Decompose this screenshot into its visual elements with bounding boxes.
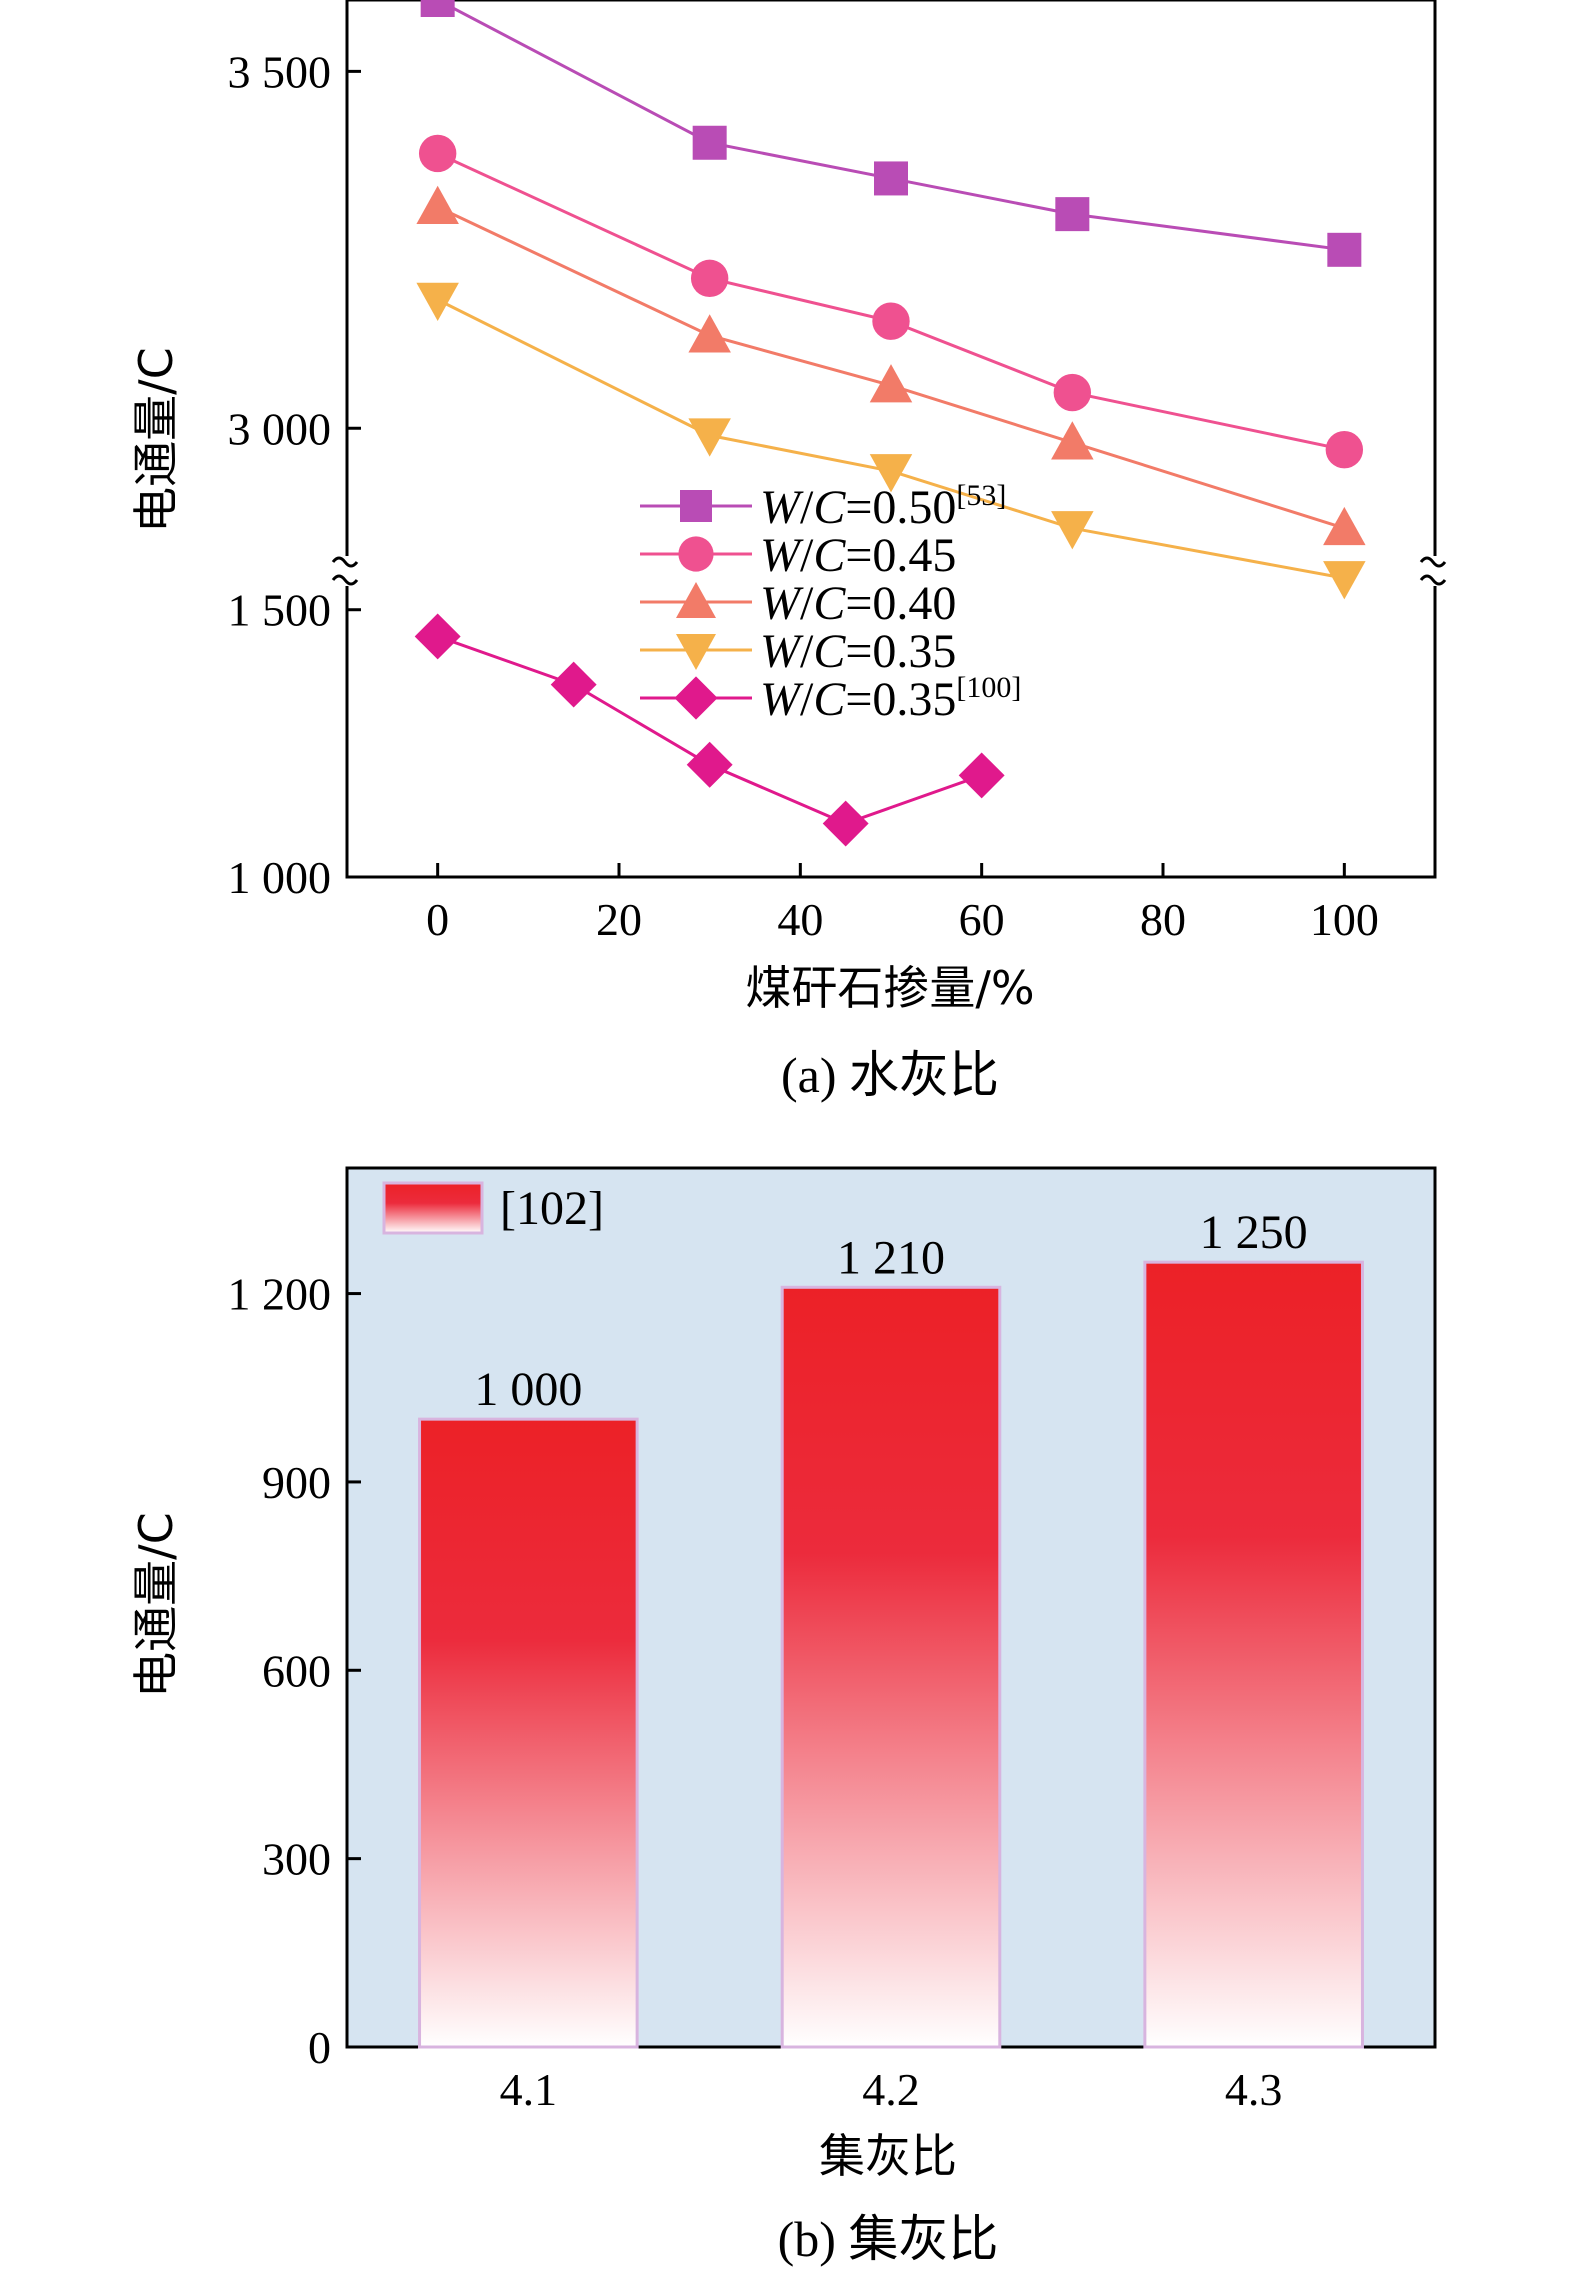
series-1 [418, 134, 1364, 469]
panel-a-ticks: 0 20 40 60 80 100 1 000 1 500 3 000 3 500 [228, 46, 1379, 945]
data-point [692, 125, 727, 160]
axis-break-right [1419, 556, 1447, 586]
data-point [874, 161, 908, 196]
x-tick-label: 4.1 [500, 2064, 558, 2115]
x-tick-label: 100 [1310, 894, 1379, 945]
panel-a: 0 20 40 60 80 100 1 000 1 500 3 000 3 500 W/C=0.5… [129, 0, 1447, 1103]
series-line [437, 152, 1345, 452]
data-point [416, 282, 459, 322]
bar [780, 1285, 1002, 2049]
panel-a-ylabel: 电通量/C [129, 347, 183, 533]
x-tick-label: 40 [777, 894, 823, 945]
panel-b-caption: (b) 集灰比 [778, 2211, 999, 2267]
data-point [872, 302, 910, 340]
legend-marker [678, 536, 714, 572]
panel-b-ticks: 0 300 600 900 1 200 4.1 4.2 4.3 [228, 1269, 1283, 2115]
series-2 [416, 185, 1366, 546]
data-point [686, 741, 733, 788]
y-tick-label: 3 500 [228, 46, 332, 97]
legend-marker [674, 676, 718, 720]
data-point [1323, 506, 1366, 546]
legend-entry: W/C=0.35[100] [640, 671, 1021, 726]
data-point [1323, 561, 1366, 600]
legend-label: W/C=0.35 [760, 625, 956, 678]
legend-entry: W/C=0.45 [640, 529, 956, 582]
panel-b: 0 300 600 900 1 200 4.1 4.2 4.3 1 000 1 210 1 250… [129, 1166, 1437, 2267]
y-tick-label: 1 000 [228, 852, 332, 903]
bar [1143, 1260, 1364, 2049]
axis-break-left [331, 556, 359, 586]
panel-b-legend: [102] [382, 1181, 604, 1235]
legend-entry: W/C=0.50[53] [640, 479, 1006, 534]
series-0 [420, 0, 1362, 267]
series-line [436, 0, 1345, 252]
data-point [550, 661, 597, 708]
data-point [1327, 232, 1362, 267]
panel-a-caption: (a) 水灰比 [781, 1047, 999, 1103]
x-tick-label: 20 [596, 894, 642, 945]
panel-b-legend-label: [102] [500, 1182, 604, 1235]
y-tick-label: 0 [308, 2022, 331, 2073]
legend-label: W/C=0.50[53] [760, 479, 1006, 534]
x-tick-label: 4.3 [1225, 2064, 1283, 2115]
legend-label: W/C=0.40 [760, 577, 956, 630]
y-tick-label: 300 [262, 1834, 331, 1885]
data-point [1051, 421, 1094, 460]
panel-a-frame [345, 0, 1437, 879]
panel-a-xlabel: 煤矸石掺量/% [745, 961, 1034, 1015]
data-point [958, 752, 1005, 799]
x-tick-label: 60 [959, 894, 1005, 945]
data-point [1053, 373, 1092, 412]
panel-b-legend-swatch [382, 1181, 484, 1235]
data-point [822, 800, 869, 847]
panel-b-xlabel: 集灰比 [819, 2129, 957, 2183]
y-tick-label: 3 000 [228, 403, 332, 454]
legend-marker [676, 582, 716, 618]
data-point [1051, 511, 1094, 550]
data-point [688, 314, 731, 353]
data-point [1325, 430, 1364, 469]
x-tick-label: 0 [426, 894, 449, 945]
x-tick-label: 80 [1140, 894, 1186, 945]
panel-a-series [414, 0, 1366, 847]
panel-a-legend: W/C=0.50[53]W/C=0.45W/C=0.40W/C=0.35W/C=… [640, 479, 1021, 726]
legend-entry: W/C=0.40 [640, 577, 956, 630]
legend-entry: W/C=0.35 [640, 625, 956, 678]
series-4 [414, 613, 1005, 847]
legend-label: W/C=0.45 [760, 529, 956, 582]
x-tick-label: 4.2 [862, 2064, 920, 2115]
y-tick-label: 1 500 [228, 585, 332, 636]
y-tick-label: 1 200 [228, 1269, 332, 1320]
bar [418, 1417, 639, 2049]
data-point [688, 418, 731, 457]
y-tick-label: 600 [262, 1645, 331, 1696]
data-point [869, 364, 913, 403]
data-point [1055, 197, 1090, 232]
data-point [414, 613, 461, 660]
y-tick-label: 900 [262, 1457, 331, 1508]
data-point [420, 0, 455, 17]
data-point [869, 454, 913, 493]
legend-marker [680, 490, 712, 522]
data-point [690, 259, 729, 298]
bar-value-label: 1 000 [474, 1363, 582, 1416]
data-point [418, 134, 457, 173]
series-3 [416, 282, 1366, 600]
panel-b-ylabel: 电通量/C [129, 1512, 183, 1698]
panel-b-bars: 1 000 1 210 1 250 [418, 1206, 1364, 2049]
data-point [416, 185, 459, 224]
bar-value-label: 1 250 [1200, 1206, 1308, 1259]
legend-label: W/C=0.35[100] [760, 671, 1021, 726]
legend-marker [676, 634, 716, 670]
bar-value-label: 1 210 [837, 1231, 945, 1284]
